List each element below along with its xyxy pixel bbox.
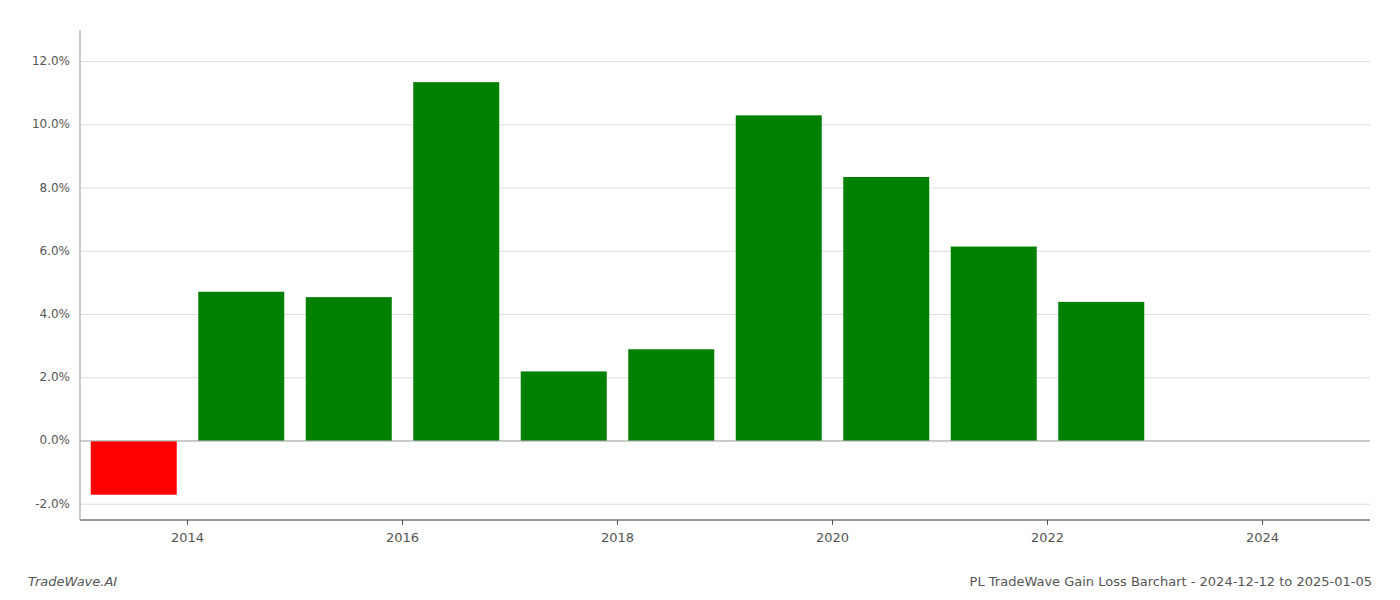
x-tick-label: 2014: [171, 530, 204, 545]
x-tick-label: 2018: [601, 530, 634, 545]
x-tick: [1262, 520, 1263, 525]
bar: [413, 82, 499, 441]
grid-line: [80, 124, 1370, 125]
x-tick-label: 2016: [386, 530, 419, 545]
bar: [521, 371, 607, 441]
y-tick-label: 8.0%: [40, 181, 71, 195]
bar: [951, 247, 1037, 441]
y-tick-label: 0.0%: [40, 433, 71, 447]
bar: [843, 177, 929, 441]
grid-line: [80, 188, 1370, 189]
bar: [198, 292, 284, 441]
chart-container: -2.0%0.0%2.0%4.0%6.0%8.0%10.0%12.0%20142…: [0, 0, 1400, 600]
x-tick: [832, 520, 833, 525]
y-axis-line: [80, 30, 81, 520]
x-tick: [617, 520, 618, 525]
grid-line: [80, 61, 1370, 62]
y-tick-label: 6.0%: [40, 244, 71, 258]
bar: [628, 349, 714, 441]
x-tick: [1047, 520, 1048, 525]
x-tick-label: 2020: [816, 530, 849, 545]
y-tick-label: -2.0%: [35, 497, 70, 511]
bar: [306, 297, 392, 441]
x-tick: [402, 520, 403, 525]
x-ticks: 2014 2016 2018 2020 2022 2024: [171, 520, 1279, 545]
grid: [80, 62, 1370, 505]
y-tick-label: 10.0%: [32, 117, 70, 131]
grid-line: [80, 440, 1370, 441]
x-tick-label: 2022: [1031, 530, 1064, 545]
bars: [91, 82, 1145, 495]
grid-line: [80, 504, 1370, 505]
footer-left: TradeWave.AI: [28, 574, 117, 589]
y-tick-label: 4.0%: [40, 307, 71, 321]
bar: [91, 441, 177, 495]
y-tick-label: 2.0%: [40, 370, 71, 384]
x-tick: [187, 520, 188, 525]
y-tick-labels: -2.0% 0.0% 2.0% 4.0% 6.0% 8.0% 10.0% 12.0%: [32, 54, 70, 511]
zero-line: [80, 440, 1370, 441]
footer-right: PL TradeWave Gain Loss Barchart - 2024-1…: [970, 574, 1372, 589]
chart: -2.0%0.0%2.0%4.0%6.0%8.0%10.0%12.0%20142…: [0, 0, 1400, 600]
bar: [736, 115, 822, 441]
grid-line: [80, 251, 1370, 252]
x-tick-label: 2024: [1246, 530, 1279, 545]
x-axis-line: [80, 520, 1370, 521]
bar: [1058, 302, 1144, 441]
y-tick-label: 12.0%: [32, 54, 70, 68]
